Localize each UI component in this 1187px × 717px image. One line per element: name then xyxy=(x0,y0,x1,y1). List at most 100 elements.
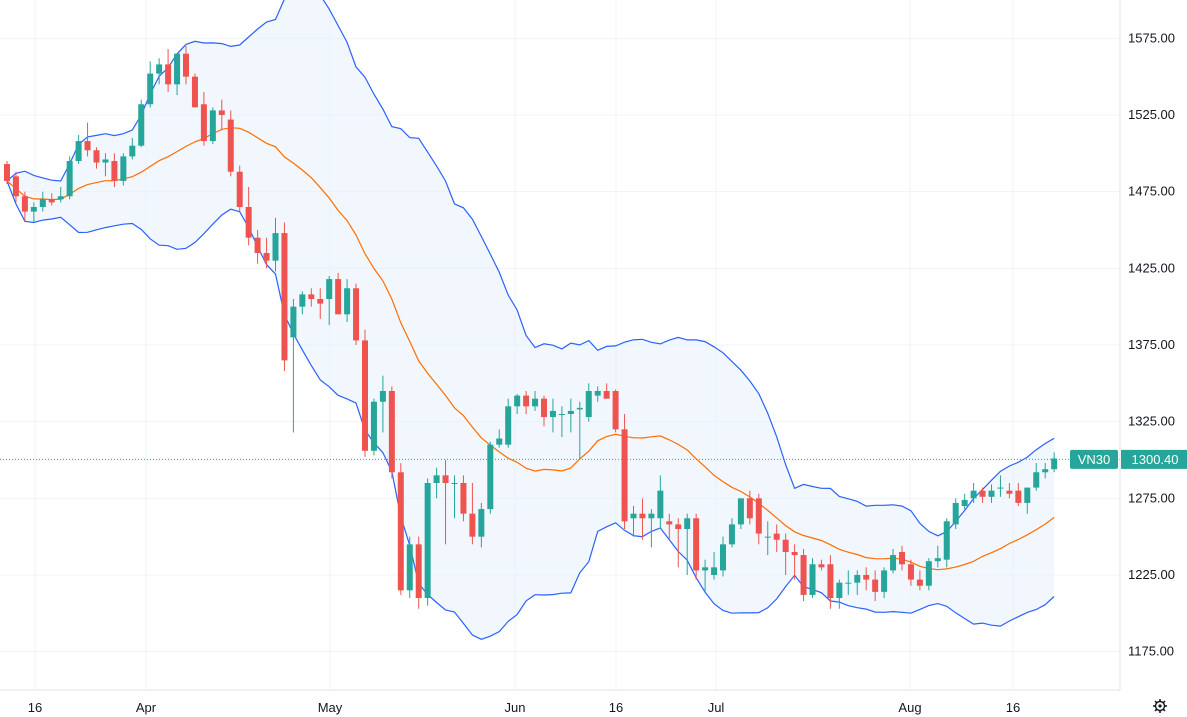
candles[interactable] xyxy=(4,46,1058,609)
candle[interactable] xyxy=(218,99,225,131)
candle[interactable] xyxy=(183,46,189,85)
candle[interactable] xyxy=(308,288,315,307)
candle[interactable] xyxy=(156,58,163,85)
candle[interactable] xyxy=(397,463,404,595)
candle[interactable] xyxy=(165,49,172,92)
candle[interactable] xyxy=(209,107,216,145)
candle[interactable] xyxy=(746,490,753,525)
candle[interactable] xyxy=(836,579,843,609)
candle[interactable] xyxy=(934,545,941,568)
candle[interactable] xyxy=(406,536,413,598)
candle[interactable] xyxy=(585,383,592,422)
candle[interactable] xyxy=(84,122,91,157)
candle[interactable] xyxy=(872,570,879,602)
candle[interactable] xyxy=(684,513,691,575)
candle[interactable] xyxy=(111,153,118,188)
candle[interactable] xyxy=(174,53,181,96)
candle[interactable] xyxy=(66,156,73,200)
candle[interactable] xyxy=(299,291,306,315)
candle[interactable] xyxy=(12,171,19,203)
candle[interactable] xyxy=(505,398,512,448)
candle[interactable] xyxy=(48,193,55,206)
candle[interactable] xyxy=(925,558,932,591)
settings-gear-icon[interactable] xyxy=(1153,699,1167,713)
candle[interactable] xyxy=(93,147,100,169)
candle[interactable] xyxy=(460,475,467,522)
candle[interactable] xyxy=(30,202,37,223)
candle[interactable] xyxy=(970,483,977,503)
candle[interactable] xyxy=(818,559,825,571)
candle[interactable] xyxy=(487,441,494,514)
candle[interactable] xyxy=(648,509,655,548)
candle[interactable] xyxy=(191,73,198,108)
candle[interactable] xyxy=(415,536,422,609)
candle[interactable] xyxy=(549,398,556,433)
candle[interactable] xyxy=(147,61,154,108)
candle[interactable] xyxy=(988,484,995,503)
candle[interactable] xyxy=(657,475,664,529)
candle[interactable] xyxy=(675,518,682,568)
candle[interactable] xyxy=(541,395,547,427)
candle[interactable] xyxy=(952,498,959,529)
candle[interactable] xyxy=(424,478,431,606)
candle[interactable] xyxy=(979,487,986,503)
candle[interactable] xyxy=(863,567,870,591)
candle[interactable] xyxy=(558,406,565,437)
candle[interactable] xyxy=(1051,452,1058,473)
candle[interactable] xyxy=(720,536,726,577)
candle[interactable] xyxy=(612,389,619,433)
candle[interactable] xyxy=(254,230,261,264)
candle[interactable] xyxy=(890,548,897,574)
candle[interactable] xyxy=(755,493,762,545)
candle[interactable] xyxy=(854,570,861,595)
candle[interactable] xyxy=(281,222,288,372)
candle[interactable] xyxy=(594,386,601,402)
candle[interactable] xyxy=(451,475,458,519)
candle[interactable] xyxy=(21,191,28,221)
candle[interactable] xyxy=(997,475,1004,497)
candle[interactable] xyxy=(1042,463,1049,479)
candle[interactable] xyxy=(1033,463,1040,491)
price-axis[interactable]: 1575.00 1525.00 1475.00 1425.00 1375.00 1325.… xyxy=(1128,30,1175,658)
candle[interactable] xyxy=(57,187,64,203)
candle[interactable] xyxy=(827,555,834,609)
candle[interactable] xyxy=(75,134,82,165)
candle[interactable] xyxy=(1024,487,1031,514)
candle[interactable] xyxy=(263,237,270,269)
candle[interactable] xyxy=(639,498,646,540)
candle[interactable] xyxy=(791,544,798,580)
candle[interactable] xyxy=(326,276,333,326)
candle[interactable] xyxy=(523,391,530,414)
candle[interactable] xyxy=(737,498,744,529)
candle[interactable] xyxy=(102,153,109,177)
candle[interactable] xyxy=(514,394,521,414)
candle[interactable] xyxy=(621,414,628,529)
candle[interactable] xyxy=(335,272,342,315)
candle[interactable] xyxy=(370,398,377,456)
candle[interactable] xyxy=(344,279,351,322)
candle[interactable] xyxy=(388,386,395,479)
candle[interactable] xyxy=(442,460,449,545)
candle[interactable] xyxy=(1015,483,1022,506)
candle[interactable] xyxy=(773,524,780,552)
candle[interactable] xyxy=(576,401,583,460)
candle[interactable] xyxy=(907,559,914,586)
candle[interactable] xyxy=(961,493,968,510)
candle[interactable] xyxy=(702,559,709,594)
candle[interactable] xyxy=(881,567,888,598)
candle[interactable] xyxy=(567,398,574,433)
candle[interactable] xyxy=(666,513,673,540)
candle[interactable] xyxy=(845,570,852,595)
candle[interactable] xyxy=(809,558,816,598)
candle[interactable] xyxy=(728,518,735,548)
candle[interactable] xyxy=(1006,483,1013,499)
candle[interactable] xyxy=(245,187,252,246)
candle[interactable] xyxy=(603,383,610,399)
candle[interactable] xyxy=(916,570,923,591)
candle[interactable] xyxy=(693,513,700,580)
candle[interactable] xyxy=(478,502,485,548)
candle[interactable] xyxy=(899,545,905,571)
candle[interactable] xyxy=(433,467,440,499)
time-axis[interactable]: 16 Apr May Jun 16 Jul Aug 16 xyxy=(28,700,1020,715)
